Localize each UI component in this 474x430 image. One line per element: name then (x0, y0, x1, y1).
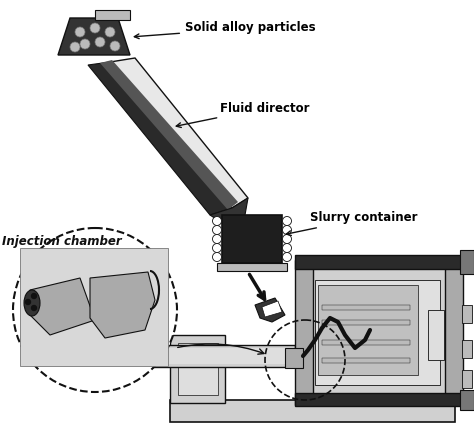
Bar (178, 343, 218, 395)
Polygon shape (58, 18, 130, 55)
Polygon shape (30, 278, 95, 335)
Bar (315, 280, 440, 385)
Circle shape (283, 243, 292, 252)
Circle shape (90, 23, 100, 33)
Bar (322, 340, 410, 345)
Polygon shape (100, 60, 238, 210)
Circle shape (26, 300, 30, 304)
Bar (322, 320, 410, 325)
Bar (130, 348, 295, 364)
Circle shape (75, 27, 85, 37)
Bar (110, 340, 132, 372)
Polygon shape (88, 62, 232, 215)
Circle shape (80, 39, 90, 49)
Circle shape (110, 41, 120, 51)
Bar (462, 340, 472, 358)
Text: Solid alloy particles: Solid alloy particles (134, 22, 316, 39)
Bar (322, 358, 410, 363)
Circle shape (70, 42, 80, 52)
Polygon shape (90, 272, 155, 338)
Bar (462, 370, 472, 388)
Text: Fluid director: Fluid director (176, 101, 310, 128)
Circle shape (212, 252, 221, 261)
Polygon shape (210, 198, 248, 225)
Ellipse shape (24, 290, 40, 316)
Polygon shape (95, 10, 130, 20)
Bar (222, 215, 282, 263)
Circle shape (31, 305, 36, 310)
Bar (295, 393, 463, 406)
Bar (170, 400, 455, 422)
Text: Slurry container: Slurry container (286, 212, 418, 236)
Circle shape (212, 225, 221, 234)
Bar (460, 250, 474, 274)
Bar (295, 255, 463, 269)
Bar (170, 335, 225, 403)
Polygon shape (255, 298, 285, 322)
Bar (462, 305, 472, 323)
Polygon shape (110, 58, 248, 208)
Polygon shape (262, 301, 282, 317)
Bar (217, 263, 287, 271)
Circle shape (212, 243, 221, 252)
Circle shape (283, 252, 292, 261)
Bar (445, 260, 463, 405)
Bar (130, 345, 295, 367)
Bar (460, 390, 474, 410)
Bar (428, 310, 444, 360)
Bar (318, 285, 418, 375)
Bar (300, 265, 455, 400)
Bar (295, 260, 313, 405)
Text: Injection chamber: Injection chamber (2, 236, 122, 249)
Circle shape (95, 37, 105, 47)
Circle shape (212, 234, 221, 243)
Bar (20, 248, 168, 366)
Circle shape (31, 294, 36, 298)
Circle shape (212, 216, 221, 225)
Bar (322, 305, 410, 310)
Circle shape (283, 234, 292, 243)
Bar (285, 348, 303, 368)
Circle shape (283, 216, 292, 225)
Circle shape (105, 27, 115, 37)
Circle shape (283, 225, 292, 234)
Circle shape (13, 228, 177, 392)
